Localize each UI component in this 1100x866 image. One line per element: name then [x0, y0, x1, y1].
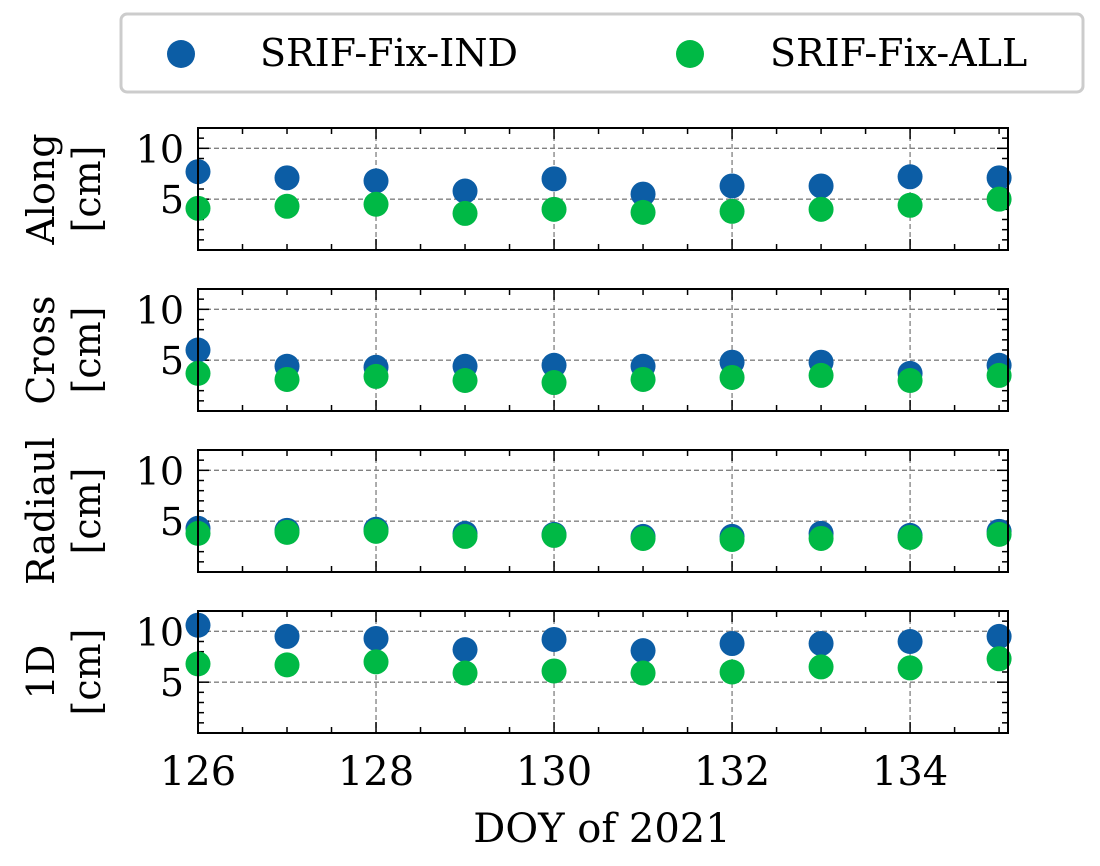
legend-marker-srif-fix-all: [676, 40, 704, 68]
data-point-srif-fix-all: [808, 654, 834, 680]
data-point-srif-fix-ind: [274, 623, 300, 649]
data-point-srif-fix-ind: [274, 165, 300, 191]
data-point-srif-fix-all: [986, 646, 1012, 672]
panel-cross: 5 10 Cross [cm]: [19, 288, 1012, 412]
data-point-srif-fix-ind: [630, 181, 656, 207]
x-axis-tick-labels: 126 128 130 132 134: [160, 749, 948, 795]
data-point-srif-fix-all: [719, 526, 745, 552]
data-point-srif-fix-all: [630, 525, 656, 551]
x-tick-label: 132: [694, 749, 770, 795]
data-point-srif-fix-all: [986, 521, 1012, 547]
axes-frame: [197, 127, 1009, 251]
x-tick-label: 130: [516, 749, 592, 795]
x-axis-label: DOY of 2021: [473, 806, 730, 852]
y-axis-label: 1D: [19, 645, 63, 700]
y-axis-unit: [cm]: [65, 629, 109, 716]
data-point-srif-fix-all: [452, 200, 478, 226]
data-point-srif-fix-all: [541, 658, 567, 684]
axes-frame: [197, 610, 1009, 734]
data-point-srif-fix-all: [541, 522, 567, 548]
data-point-srif-fix-all: [719, 659, 745, 685]
data-point-srif-fix-all: [274, 652, 300, 678]
legend-label-srif-fix-all: SRIF-Fix-ALL: [770, 31, 1027, 75]
panel-1d: 5 10 1D [cm]: [19, 610, 1012, 734]
y-axis-unit: [cm]: [65, 307, 109, 394]
data-point-srif-fix-all: [719, 198, 745, 224]
data-point-srif-fix-ind: [363, 168, 389, 194]
data-point-srif-fix-ind: [719, 173, 745, 199]
data-point-srif-fix-all: [630, 660, 656, 686]
data-point-srif-fix-all: [363, 191, 389, 217]
panel-radiaul: 5 10 Radiaul [cm]: [19, 437, 1012, 585]
data-point-srif-fix-all: [897, 524, 923, 550]
data-point-srif-fix-ind: [986, 165, 1012, 191]
data-point-srif-fix-all: [897, 368, 923, 393]
y-axis-label: Along: [19, 133, 63, 245]
legend-marker-srif-fix-ind: [167, 40, 195, 68]
axes-frame: [197, 288, 1009, 412]
data-point-srif-fix-all: [541, 196, 567, 222]
data-point-srif-fix-all: [363, 649, 389, 675]
data-point-srif-fix-ind: [897, 629, 923, 654]
data-point-srif-fix-ind: [541, 166, 567, 192]
y-tick-label: 5: [160, 500, 184, 544]
data-point-srif-fix-all: [274, 193, 300, 219]
y-tick-label: 5: [160, 339, 184, 383]
data-point-srif-fix-ind: [897, 164, 923, 190]
data-point-srif-fix-ind: [630, 638, 656, 664]
x-tick-label: 134: [872, 749, 948, 795]
data-point-srif-fix-ind: [452, 637, 478, 663]
y-axis-label: Radiaul: [19, 437, 63, 585]
data-point-srif-fix-all: [986, 362, 1012, 388]
data-point-srif-fix-all: [808, 196, 834, 222]
axes-frame: [197, 449, 1009, 573]
data-point-srif-fix-ind: [808, 173, 834, 199]
y-tick-label: 10: [136, 288, 184, 332]
legend: SRIF-Fix-IND SRIF-Fix-ALL: [119, 12, 1085, 94]
data-point-srif-fix-all: [274, 366, 300, 392]
data-point-srif-fix-all: [897, 655, 923, 681]
x-tick-label: 128: [338, 749, 414, 795]
legend-box: [119, 12, 1085, 94]
data-point-srif-fix-ind: [986, 623, 1012, 649]
y-tick-label: 10: [136, 127, 184, 171]
data-point-srif-fix-all: [719, 364, 745, 390]
legend-label-srif-fix-ind: SRIF-Fix-IND: [260, 31, 518, 75]
y-axis-unit: [cm]: [65, 146, 109, 233]
data-point-srif-fix-all: [452, 368, 478, 393]
data-point-srif-fix-ind: [719, 631, 745, 657]
y-axis-label: Cross: [19, 295, 63, 404]
data-point-srif-fix-all: [452, 660, 478, 686]
data-point-srif-fix-all: [630, 199, 656, 225]
data-point-srif-fix-all: [630, 366, 656, 392]
y-tick-label: 5: [160, 661, 184, 705]
y-tick-label: 10: [136, 449, 184, 493]
y-tick-label: 10: [136, 610, 184, 654]
x-tick-label: 126: [160, 749, 236, 795]
data-point-srif-fix-ind: [452, 178, 478, 204]
data-point-srif-fix-all: [274, 519, 300, 545]
data-point-srif-fix-all: [897, 192, 923, 218]
data-point-srif-fix-ind: [541, 352, 567, 378]
data-point-srif-fix-ind: [363, 625, 389, 651]
data-point-srif-fix-all: [541, 370, 567, 396]
data-point-srif-fix-ind: [541, 626, 567, 652]
y-axis-unit: [cm]: [65, 468, 109, 555]
data-point-srif-fix-all: [808, 362, 834, 388]
data-point-srif-fix-all: [452, 523, 478, 549]
data-point-srif-fix-all: [808, 525, 834, 551]
data-point-srif-fix-all: [986, 186, 1012, 212]
data-point-srif-fix-ind: [808, 631, 834, 657]
data-point-srif-fix-all: [363, 363, 389, 389]
data-point-srif-fix-all: [363, 518, 389, 544]
panel-along: 5 10 Along [cm]: [19, 127, 1012, 251]
y-tick-label: 5: [160, 178, 184, 222]
